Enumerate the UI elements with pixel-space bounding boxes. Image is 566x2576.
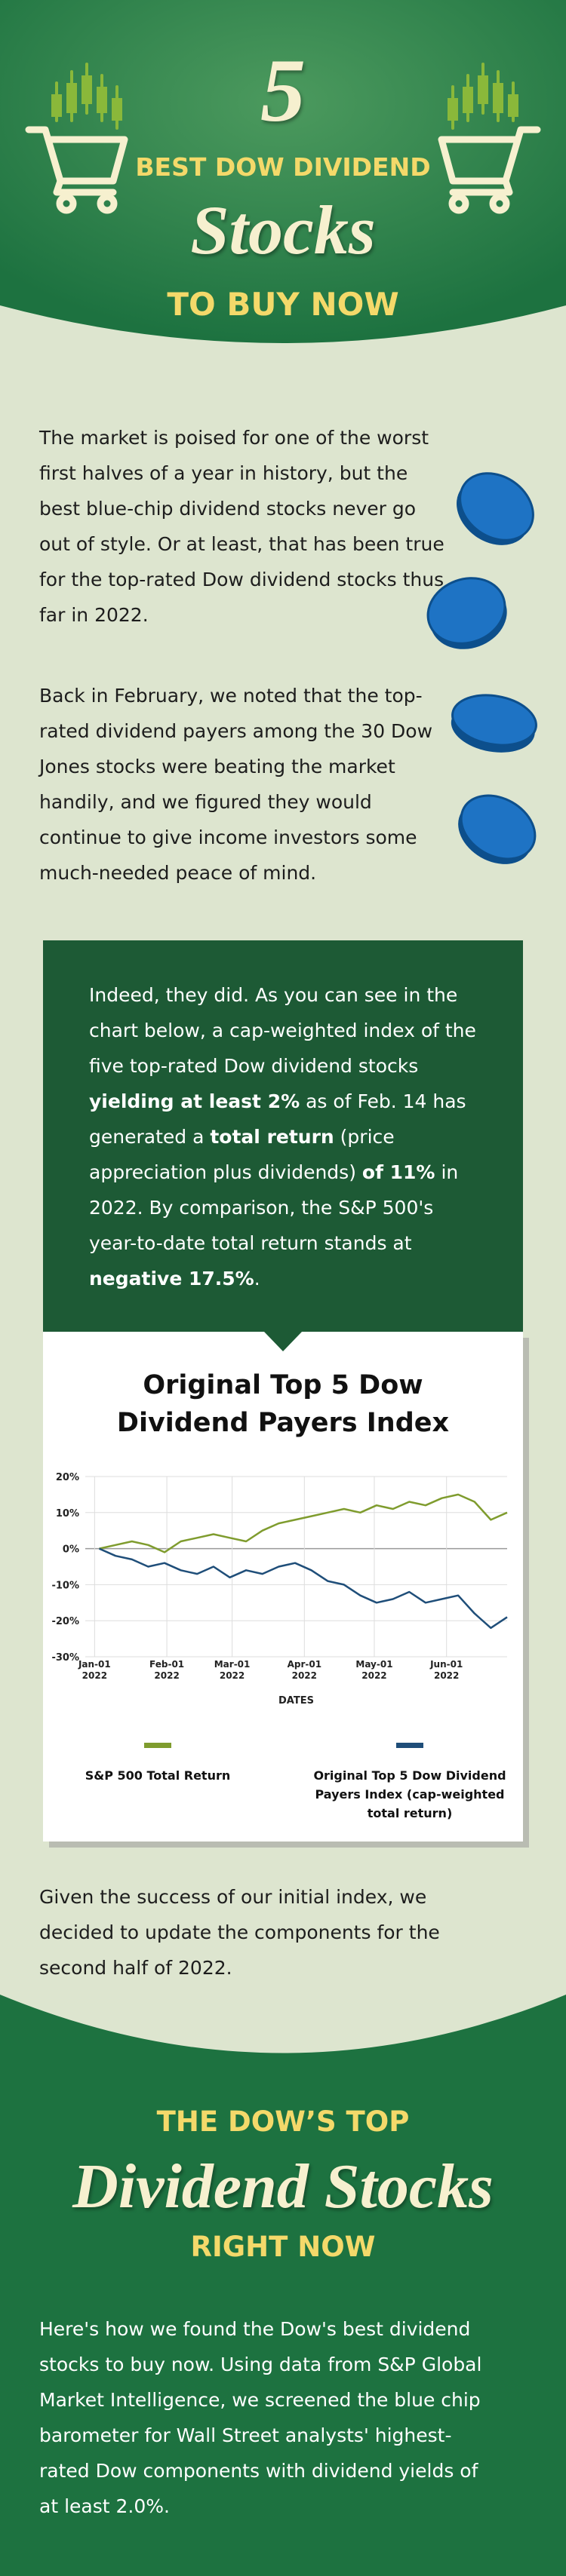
legend-label: Original Top 5 Dow Dividend Payers Index…	[313, 1768, 506, 1820]
text: .	[254, 1268, 260, 1290]
text: in 2022. By comparison, the S&P 500's ye…	[89, 1161, 459, 1254]
y-tick-label: -10%	[51, 1580, 79, 1591]
legend-swatch	[396, 1743, 423, 1748]
bold-text: yielding at least 2%	[89, 1090, 300, 1112]
bold-text: of 11%	[361, 1161, 435, 1183]
y-tick-label: -30%	[51, 1652, 79, 1664]
x-axis-label: DATES	[278, 1695, 314, 1707]
coins	[426, 472, 537, 864]
section-script: Dividend Stocks	[72, 2151, 494, 2222]
section-band	[0, 1995, 566, 2576]
text: as of Feb. 14 has generated a	[89, 1090, 466, 1148]
x-tick-label: Feb-01 2022	[149, 1659, 184, 1681]
paragraph: The market is poised for one of the wors…	[39, 427, 444, 626]
x-tick-label: Jun-01 2022	[429, 1659, 463, 1681]
chart-title: Original Top 5 Dow Dividend Payers Index	[116, 1370, 450, 1438]
header-line: TO BUY NOW	[167, 286, 399, 323]
cart-left	[25, 63, 128, 214]
callout-pointer	[264, 1332, 302, 1351]
coin	[451, 694, 537, 753]
paragraph: Back in February, we noted that the top-…	[39, 685, 433, 884]
coin	[457, 472, 534, 545]
bold-text: negative 17.5%	[89, 1268, 254, 1290]
section-line: THE DOW’S TOP	[156, 2105, 410, 2138]
coin	[426, 577, 507, 649]
legend-label: S&P 500 Total Return	[85, 1768, 231, 1783]
y-tick-label: -20%	[51, 1616, 79, 1627]
header-number: 5	[260, 40, 306, 140]
y-tick-label: 0%	[63, 1544, 79, 1556]
x-tick-label: May-01 2022	[355, 1659, 392, 1681]
chart-card	[43, 1332, 523, 1842]
paragraph: Here's how we found the Dow's best divid…	[39, 2318, 482, 2517]
series-line	[98, 1547, 508, 1630]
chart: 20% 10% 0% -10% -20% -30%Jan-01 2022 Feb-01 2022…	[51, 1472, 508, 1707]
x-tick-label: Mar-01 2022	[214, 1659, 251, 1681]
text: (price appreciation plus dividends)	[89, 1126, 395, 1183]
x-tick-label: Apr-01 2022	[288, 1659, 321, 1681]
header-script: Stocks	[190, 192, 376, 268]
bold-text: total return	[210, 1126, 334, 1148]
header-line: BEST DOW DIVIDEND	[135, 152, 431, 182]
series-line	[99, 1493, 508, 1553]
paragraph: Given the success of our initial index, …	[39, 1886, 440, 1979]
legend-swatch	[144, 1743, 171, 1748]
text: Indeed, they did. As you can see in the …	[89, 984, 476, 1077]
y-tick-label: 20%	[56, 1472, 79, 1483]
callout-text: Indeed, they did. As you can see in the …	[89, 977, 481, 1296]
cart-right	[438, 63, 541, 214]
section-line: RIGHT NOW	[190, 2231, 376, 2263]
x-tick-label: Jan-01 2022	[78, 1659, 111, 1681]
coin	[458, 794, 537, 864]
callout-box	[43, 940, 523, 1332]
y-tick-label: 10%	[56, 1508, 79, 1520]
header-band	[0, 0, 566, 343]
